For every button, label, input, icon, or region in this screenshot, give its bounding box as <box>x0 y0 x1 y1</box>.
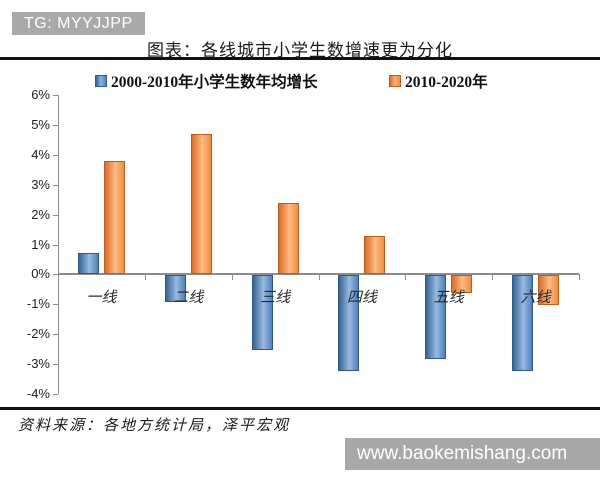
x-tick <box>492 274 494 281</box>
y-tick-label: -2% <box>26 326 50 342</box>
legend-item-2010-2020: 2010-2020年 <box>389 70 488 92</box>
bar-blue-四线 <box>338 275 360 372</box>
legend: 2000-2010年小学生数年均增长 2010-2020年 <box>0 70 600 92</box>
bar-orange-二线 <box>190 133 212 275</box>
y-tick-label: 0% <box>31 266 50 282</box>
category-label-四线: 四线 <box>346 290 377 307</box>
category-label-六线: 六线 <box>520 290 551 307</box>
y-tick <box>53 304 58 306</box>
x-tick <box>579 274 580 281</box>
bar-blue-一线 <box>77 253 99 275</box>
bar-orange-六线 <box>538 275 560 306</box>
category-label-一线: 一线 <box>86 290 117 307</box>
bar-orange-五线 <box>451 275 473 294</box>
y-tick-label: -4% <box>26 386 50 401</box>
bar-orange-三线 <box>277 202 299 275</box>
bar-orange-一线 <box>103 160 125 275</box>
channel-badge: TG: MYYJJPP <box>12 12 145 35</box>
y-tick <box>53 184 58 186</box>
category-label-二线: 二线 <box>173 290 204 307</box>
y-tick <box>53 274 58 276</box>
x-tick <box>144 274 146 281</box>
x-tick <box>231 274 233 281</box>
bar-blue-五线 <box>425 275 447 360</box>
bar-blue-六线 <box>512 275 534 372</box>
y-tick-label: 5% <box>31 116 50 132</box>
y-tick-label: 3% <box>31 176 50 192</box>
x-tick <box>58 274 59 281</box>
y-tick <box>53 364 58 366</box>
y-tick-label: 6% <box>31 87 50 102</box>
y-tick <box>53 95 58 96</box>
chart-title: 图表：各线城市小学生数增速更为分化 <box>147 41 453 60</box>
y-tick-label: -3% <box>26 356 50 372</box>
y-axis-line <box>58 95 59 394</box>
legend-swatch-blue <box>95 75 107 87</box>
y-tick-label: 2% <box>31 206 50 222</box>
y-tick-label: 1% <box>31 236 50 252</box>
y-tick-label: 4% <box>31 146 50 162</box>
source-note: 资料来源：各地方统计局，泽平宏观 <box>18 418 291 434</box>
bar-orange-四线 <box>364 235 386 275</box>
category-label-三线: 三线 <box>260 290 291 307</box>
y-tick <box>53 394 58 395</box>
y-tick-label: -1% <box>26 296 50 312</box>
top-divider <box>0 57 600 60</box>
category-label-五线: 五线 <box>433 290 464 307</box>
bottom-divider <box>0 407 600 410</box>
x-tick <box>318 274 320 281</box>
bar-blue-二线 <box>164 275 186 303</box>
x-axis-line <box>58 273 579 276</box>
x-tick <box>405 274 407 281</box>
y-tick <box>53 334 58 336</box>
legend-swatch-orange <box>389 75 401 87</box>
y-tick <box>53 124 58 126</box>
y-tick <box>53 214 58 216</box>
legend-label-2010-2020: 2010-2020年 <box>405 74 488 91</box>
watermark-bar: www.baokemishang.com <box>345 438 600 470</box>
y-tick <box>53 154 58 156</box>
y-tick <box>53 244 58 246</box>
legend-item-2000-2010: 2000-2010年小学生数年均增长 <box>95 70 318 92</box>
legend-label-2000-2010: 2000-2010年小学生数年均增长 <box>111 74 318 91</box>
bar-blue-三线 <box>251 275 273 351</box>
